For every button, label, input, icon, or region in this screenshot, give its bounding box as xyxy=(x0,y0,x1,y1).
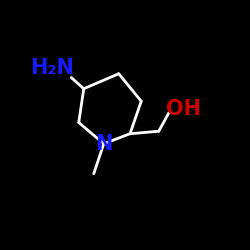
Text: H₂N: H₂N xyxy=(30,58,74,78)
Text: N: N xyxy=(95,134,112,154)
Text: OH: OH xyxy=(166,99,201,119)
